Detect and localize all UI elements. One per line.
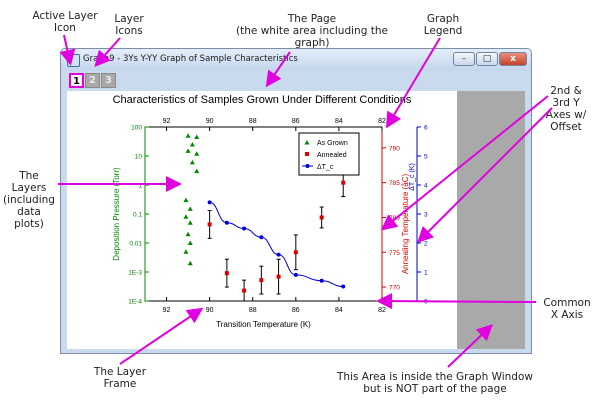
callout-common-x-axis: Common X Axis: [543, 297, 591, 321]
x-axis-title: Transition Temperature (K): [216, 320, 311, 329]
close-button[interactable]: x: [499, 52, 527, 66]
callout-graph-legend: Graph Legend: [423, 13, 463, 37]
legend-label-annealed: Annealed: [317, 152, 347, 159]
delta-tc-point: [207, 200, 212, 205]
y3-tick-label: 3: [424, 212, 428, 219]
series-line-delta-tc: [209, 201, 344, 287]
x-top-tick-label: 82: [378, 118, 386, 125]
y3-tick-label: 1: [424, 270, 428, 277]
y2-tick-label: 785: [389, 180, 400, 187]
callout-the-layers: The Layers (including data plots): [3, 170, 55, 230]
as-grown-point: [183, 214, 189, 219]
window-titlebar[interactable]: Graph9 - 3Ys Y-YY Graph of Sample Charac…: [61, 49, 531, 71]
layer-icons: 1 2 3: [69, 73, 116, 90]
x-tick-label: 82: [378, 307, 386, 314]
x-tick-label: 84: [335, 307, 343, 314]
layer-icon-2[interactable]: 2: [85, 73, 100, 88]
as-grown-point: [183, 197, 189, 203]
y1-tick-label: 0.1: [133, 212, 142, 219]
x-tick-label: 88: [249, 307, 257, 314]
x-top-tick-label: 88: [249, 118, 257, 125]
y2-tick-label: 775: [389, 250, 400, 257]
x-tick-label: 90: [206, 307, 214, 314]
graph-window[interactable]: Graph9 - 3Ys Y-YY Graph of Sample Charac…: [60, 48, 532, 354]
x-top-tick-label: 84: [335, 118, 343, 125]
as-grown-point: [185, 231, 191, 237]
y1-axis-title: Deposition Pressure (Torr): [112, 167, 121, 261]
delta-tc-point: [259, 235, 264, 240]
as-grown-point: [189, 141, 195, 147]
legend-label-delta-tc: ΔT_c: [317, 164, 334, 171]
as-grown-point: [194, 134, 200, 140]
y3-tick-label: 2: [424, 241, 428, 248]
callout-layer-frame: The Layer Frame: [93, 366, 147, 390]
x-top-tick-label: 92: [163, 118, 171, 125]
maximize-button[interactable]: □: [476, 52, 498, 66]
graph-layers[interactable]: 92 92 90 90 88 88 86 86 84 84 82 82 Transition Tempe…: [67, 91, 457, 349]
y2-tick-label: 780: [389, 215, 400, 222]
graph-window-client-area: Characteristics of Samples Grown Under D…: [67, 91, 525, 349]
graph-page[interactable]: Characteristics of Samples Grown Under D…: [67, 91, 457, 349]
y1-tick-label: 0.01: [129, 241, 142, 248]
delta-tc-point: [242, 226, 247, 231]
callout-2nd-3rd-y-axes: 2nd & 3rd Y Axes w/ Offset: [545, 85, 587, 133]
y3-tick-label: 4: [424, 183, 428, 190]
legend-marker-as-grown: [304, 140, 310, 145]
delta-tc-point: [224, 220, 229, 225]
x-top-tick-label: 90: [206, 118, 214, 125]
x-tick-label: 92: [163, 307, 171, 314]
x-tick-label: 86: [292, 307, 300, 314]
graph-title: Characteristics of Samples Grown Under D…: [112, 94, 412, 106]
callout-the-page: The Page (the white area including the g…: [236, 13, 388, 49]
y2-tick-label: 790: [389, 145, 400, 152]
annealed-point: [341, 180, 346, 185]
annealed-point: [224, 271, 229, 276]
annealed-point: [276, 274, 281, 279]
y1-tick-label: 100: [131, 125, 142, 132]
annealed-point: [207, 222, 212, 227]
y1-tick-label: 1: [138, 183, 142, 190]
graph-window-icon: [67, 54, 80, 67]
y3-axis-title: ΔT_c (K): [409, 163, 416, 191]
legend-label-as-grown: As Grown: [317, 140, 348, 147]
delta-tc-point: [293, 272, 298, 277]
y3-tick-label: 6: [424, 125, 428, 132]
as-grown-point: [187, 260, 193, 266]
annealed-point: [259, 278, 264, 283]
annealed-point: [242, 288, 247, 293]
layer-icon-1[interactable]: 1: [69, 73, 84, 88]
as-grown-point: [189, 159, 195, 165]
annealed-point: [293, 250, 298, 255]
legend-marker-annealed: [305, 152, 309, 156]
delta-tc-point: [276, 252, 281, 257]
callout-active-layer-icon: Active Layer Icon: [32, 10, 98, 34]
minimize-button[interactable]: –: [453, 52, 475, 66]
as-grown-point: [187, 220, 193, 225]
as-grown-point: [187, 206, 193, 211]
y3-tick-label: 0: [424, 299, 428, 306]
y1-tick-label: 1E-4: [128, 299, 142, 306]
delta-tc-point: [341, 284, 346, 289]
y1-tick-label: 10: [135, 154, 143, 161]
layer-icon-3[interactable]: 3: [101, 73, 116, 88]
y2-tick-label: 770: [389, 285, 400, 292]
y1-tick-label: 1E-3: [128, 270, 142, 277]
callout-layer-icons: Layer Icons: [114, 13, 144, 37]
window-title: Graph9 - 3Ys Y-YY Graph of Sample Charac…: [83, 54, 298, 64]
y3-tick-label: 5: [424, 154, 428, 161]
legend-marker-delta-tc: [305, 164, 310, 168]
callout-not-page-area: This Area is inside the Graph Window but…: [337, 371, 533, 395]
delta-tc-point: [319, 278, 324, 283]
annealed-point: [319, 215, 324, 220]
as-grown-point: [194, 168, 200, 174]
as-grown-point: [185, 148, 191, 153]
as-grown-point: [194, 151, 200, 156]
as-grown-point: [187, 240, 193, 245]
as-grown-point: [183, 249, 189, 254]
x-top-tick-label: 86: [292, 118, 300, 125]
as-grown-point: [185, 133, 191, 138]
